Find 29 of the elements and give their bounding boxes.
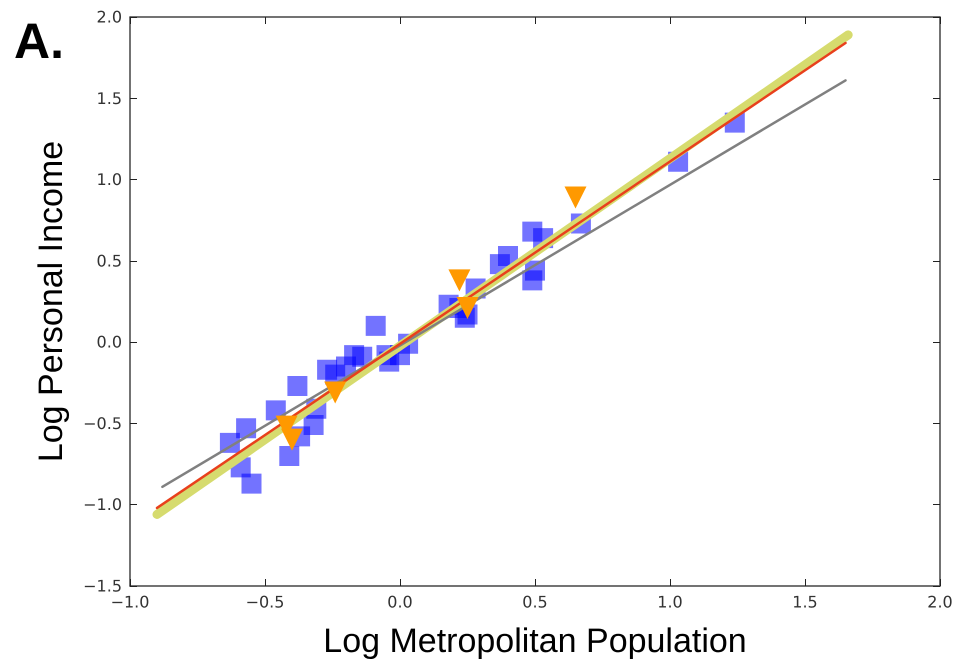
y-tick-label: 1.0 (96, 170, 122, 190)
y-tick-label: −1.5 (83, 576, 122, 596)
y-tick-label: −0.5 (83, 414, 122, 433)
x-tick-label: 0.5 (522, 592, 548, 612)
x-tick-label: −1.0 (110, 592, 150, 612)
x-tick-label: 2.0 (927, 592, 953, 612)
point (456, 297, 478, 320)
x-axis-title: Log Metropolitan Population (323, 622, 747, 660)
point (242, 474, 262, 494)
point (281, 428, 303, 451)
point (366, 316, 386, 336)
point (324, 382, 346, 404)
text: A. (14, 13, 64, 69)
x-tick-label: 1.5 (792, 592, 818, 612)
y-tick-label: 0.0 (96, 332, 122, 352)
point (564, 186, 586, 208)
point (279, 446, 300, 466)
point (236, 418, 256, 438)
point (352, 346, 372, 367)
y-tick-label: 1.5 (96, 88, 122, 108)
point (448, 269, 470, 292)
point (287, 376, 308, 396)
y-tick-label: 2.0 (96, 8, 122, 26)
y-axis-title: Log Personal Income (32, 140, 70, 462)
x-tick-label: 1.0 (657, 592, 683, 612)
x-tick-label: −0.5 (246, 592, 284, 612)
y-tick-label: −1.0 (83, 495, 122, 514)
x-tick-label: 0.0 (387, 592, 413, 612)
y-tick-label: 0.5 (96, 251, 122, 270)
